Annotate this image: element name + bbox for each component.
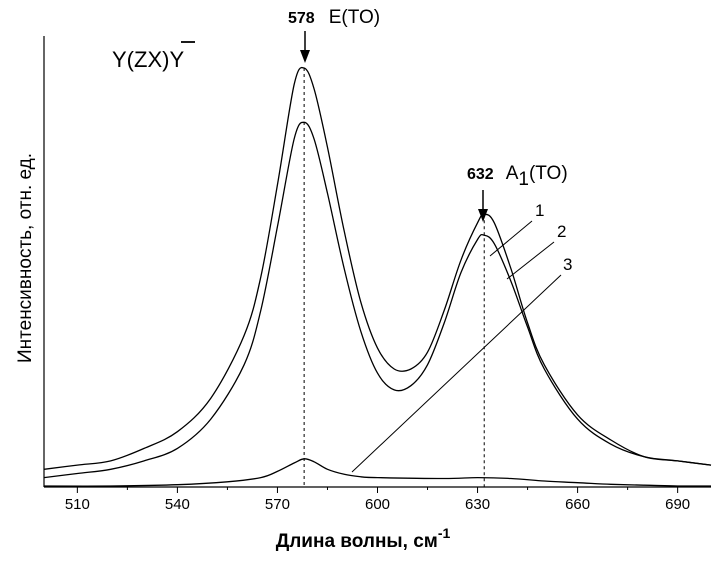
spectrum-curve-3 xyxy=(43,458,712,487)
y-axis-title: Интенсивность, отн. ед. xyxy=(15,153,36,363)
x-tick-label-570: 570 xyxy=(265,496,290,513)
curve-3-label: 3 xyxy=(563,255,572,274)
peak-guides xyxy=(303,68,485,487)
peak-632-label: 632 A1(TO) xyxy=(467,163,568,190)
x-tick-label-630: 630 xyxy=(465,496,490,513)
x-axis-title: Длина волны, см-1 xyxy=(276,525,451,552)
curve-2-label: 2 xyxy=(557,222,566,241)
peak-632-mode-tail: (TO) xyxy=(529,163,568,184)
spectrum-curves xyxy=(43,66,712,487)
curve-3-leader xyxy=(351,274,562,473)
x-tick-label-690: 690 xyxy=(665,496,690,513)
x-tick-label-510: 510 xyxy=(65,496,90,513)
peak-632-value: 632 xyxy=(467,166,494,183)
x-tick-label-660: 660 xyxy=(565,496,590,513)
x-tick-label-600: 600 xyxy=(365,496,390,513)
scattering-geometry-label: Y(ZX)Y xyxy=(112,47,184,72)
peak-632-mode: A xyxy=(506,163,519,184)
curve-1-label: 1 xyxy=(535,201,544,220)
spectrum-curve-1 xyxy=(43,66,712,470)
peak-632-arrow xyxy=(478,190,488,222)
peak-578-label: 578 E(TO) xyxy=(288,7,380,28)
x-axis-ticks: 510 540 570 600 630 660 690 xyxy=(65,487,690,513)
x-tick-label-540: 540 xyxy=(165,496,190,513)
spectrum-curve-2 xyxy=(43,121,712,479)
peak-578-arrow xyxy=(300,31,310,63)
peak-632-mode-subscript: 1 xyxy=(518,169,529,190)
x-axis-title-superscript: -1 xyxy=(438,525,451,541)
curve-2-leader xyxy=(506,241,555,280)
plot-frame xyxy=(43,36,711,488)
peak-578-value: 578 xyxy=(288,10,315,27)
peak-578-mode: E(TO) xyxy=(329,7,380,28)
curve-1-leader xyxy=(489,220,533,257)
